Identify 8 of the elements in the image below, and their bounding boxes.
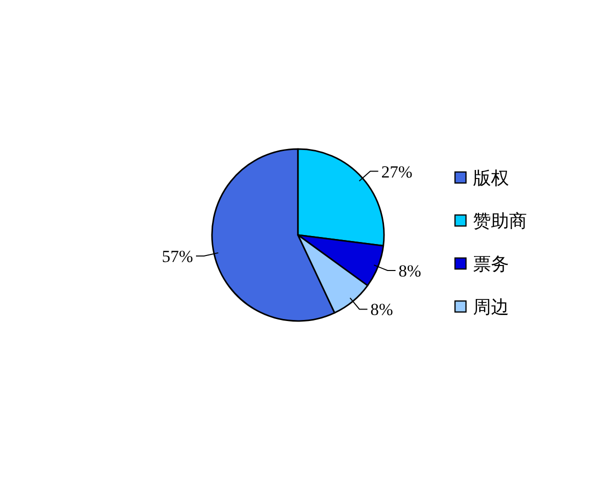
legend-label: 票务: [473, 254, 509, 275]
data-label: 8%: [398, 261, 422, 280]
legend-label: 赞助商: [473, 211, 527, 232]
data-label: 27%: [381, 162, 412, 182]
data-label: 8%: [370, 300, 394, 320]
legend-label: 周边: [473, 297, 509, 318]
legend-label: 版权: [473, 168, 509, 189]
data-label: 57%: [162, 247, 193, 266]
